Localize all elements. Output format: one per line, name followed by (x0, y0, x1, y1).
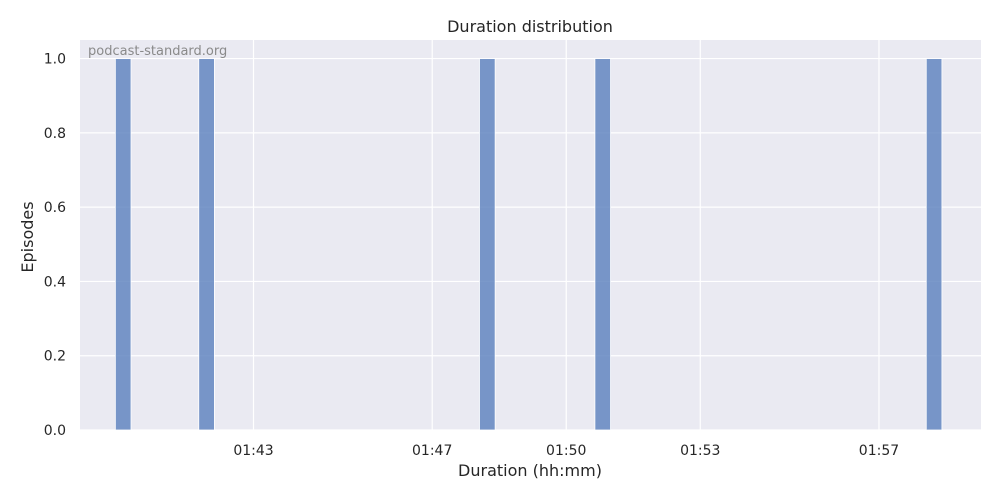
histogram-bar (479, 58, 496, 431)
histogram-bar (594, 58, 611, 431)
y-tick-label: 0.2 (44, 349, 66, 365)
y-tick-label: 0.8 (44, 126, 66, 142)
y-axis-label: Episodes (18, 201, 37, 272)
histogram-bar (198, 58, 215, 431)
bars (114, 58, 943, 431)
histogram-bar (925, 58, 943, 431)
y-axis-ticks: 0.0 0.2 0.4 0.6 0.8 1.0 (44, 52, 66, 439)
x-tick-label: 01:50 (546, 443, 586, 459)
y-tick-label: 0.0 (44, 423, 66, 439)
plot-background (80, 40, 981, 430)
x-tick-label: 01:53 (680, 443, 720, 459)
x-tick-label: 01:43 (233, 443, 273, 459)
y-tick-label: 0.4 (44, 274, 66, 290)
x-axis-label: Duration (hh:mm) (458, 461, 602, 480)
x-axis-ticks: 01:43 01:47 01:50 01:53 01:57 (233, 443, 899, 459)
y-tick-label: 0.6 (44, 200, 66, 216)
grid-lines (80, 40, 981, 431)
watermark-text: podcast-standard.org (88, 44, 227, 59)
x-tick-label: 01:57 (859, 443, 899, 459)
x-tick-label: 01:47 (412, 443, 452, 459)
histogram-bar (114, 58, 132, 431)
chart-title: Duration distribution (447, 17, 613, 36)
y-tick-label: 1.0 (44, 52, 66, 68)
